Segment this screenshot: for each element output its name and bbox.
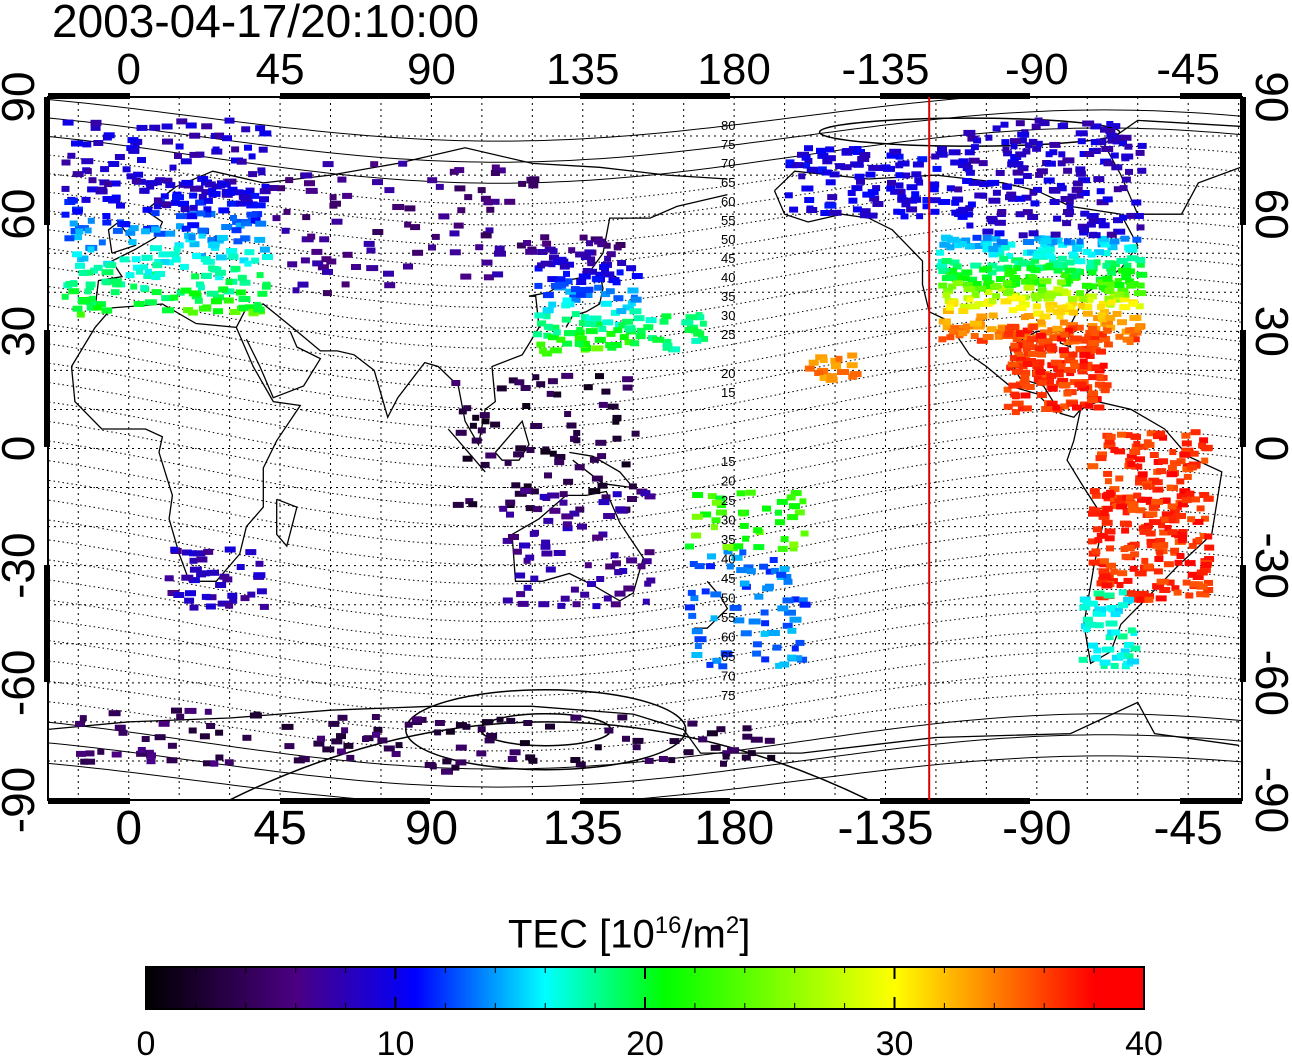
bottom-longitude-labels: 0 45 90 135 180 -135 -90 -45	[115, 802, 1223, 855]
colorbar-ticks: 0 10 20 30 40	[137, 967, 1163, 1057]
contour-label: 35	[721, 532, 735, 547]
contour-label: 50	[721, 591, 735, 606]
bottom-lon-tick-label: 135	[543, 802, 623, 855]
contour-label: 60	[721, 630, 735, 645]
contour-label: 30	[721, 308, 735, 323]
contour-label: 65	[721, 175, 735, 190]
left-lat-tick-label: 0	[0, 436, 44, 462]
right-lat-tick-label: 30	[1246, 306, 1292, 357]
right-lat-tick-label: 60	[1246, 189, 1292, 240]
contour-label: 40	[721, 270, 735, 285]
top-lon-tick-label: -45	[1156, 45, 1220, 94]
contour-label: 35	[721, 289, 735, 304]
contour-label: 75	[721, 137, 735, 152]
contour-label: 20	[721, 366, 735, 381]
top-lon-tick-label: -90	[1005, 45, 1069, 94]
top-longitude-labels: 0 45 90 135 180 -135 -90 -45	[116, 45, 1220, 94]
left-lat-tick-label: -30	[0, 532, 44, 598]
contour-label: 55	[721, 610, 735, 625]
contour-label: 15	[721, 385, 735, 400]
right-lat-tick-label: -90	[1246, 767, 1292, 833]
right-latitude-labels: 90 60 30 0 -30 -60 -90	[1246, 71, 1292, 833]
plot-title: 2003-04-17/20:10:00	[52, 0, 480, 47]
colorbar-tick-label: 20	[626, 1025, 664, 1057]
top-lon-tick-label: 0	[116, 45, 140, 94]
top-lon-tick-label: -135	[841, 45, 929, 94]
bottom-lon-tick-label: -90	[1002, 802, 1071, 855]
right-lat-tick-label: -60	[1246, 650, 1292, 716]
left-lat-tick-label: 30	[0, 306, 44, 357]
colorbar-tick-label: 30	[876, 1025, 914, 1057]
contour-label: 60	[721, 194, 735, 209]
left-lat-tick-label: -60	[0, 650, 44, 716]
contour-labels: 80 75 70 65 60 55 50 45 40 35 30 25 20 15 15 20 25 30 35 40…	[721, 118, 735, 703]
contour-label: 20	[721, 474, 735, 489]
bottom-lon-tick-label: 0	[115, 802, 142, 855]
top-lon-tick-label: 45	[256, 45, 305, 94]
contour-label: 15	[721, 454, 735, 469]
frame-ticks	[44, 93, 1246, 804]
contour-label: 70	[721, 669, 735, 684]
left-lat-tick-label: 90	[0, 71, 44, 122]
bottom-lon-tick-label: -45	[1153, 802, 1222, 855]
contour-label: 40	[721, 552, 735, 567]
bottom-lon-tick-label: -135	[837, 802, 933, 855]
colorbar-tick-label: 40	[1125, 1025, 1163, 1057]
tec-observations	[61, 117, 1215, 775]
contour-label: 55	[721, 213, 735, 228]
contour-label: 65	[721, 649, 735, 664]
left-latitude-labels: 90 60 30 0 -30 -60 -90	[0, 71, 44, 833]
contour-label: 25	[721, 327, 735, 342]
contour-label: 25	[721, 493, 735, 508]
contour-label: 75	[721, 688, 735, 703]
colorbar-title: TEC [1016/m2]	[508, 912, 751, 957]
contour-label: 80	[721, 118, 735, 133]
top-lon-tick-label: 180	[697, 45, 770, 94]
contour-label: 45	[721, 571, 735, 586]
contour-label: 30	[721, 513, 735, 528]
colorbar-tick-label: 10	[377, 1025, 415, 1057]
colorbar-tick-label: 0	[137, 1025, 156, 1057]
contour-label: 45	[721, 251, 735, 266]
top-lon-tick-label: 135	[546, 45, 619, 94]
right-lat-tick-label: -30	[1246, 532, 1292, 598]
right-lat-tick-label: 0	[1246, 436, 1292, 462]
bottom-lon-tick-label: 180	[694, 802, 774, 855]
top-lon-tick-label: 90	[407, 45, 456, 94]
bottom-lon-tick-label: 90	[405, 802, 458, 855]
left-lat-tick-label: -90	[0, 767, 44, 833]
contour-label: 50	[721, 232, 735, 247]
left-lat-tick-label: 60	[0, 189, 44, 240]
bottom-lon-tick-label: 45	[253, 802, 306, 855]
contour-label: 70	[721, 156, 735, 171]
right-lat-tick-label: 90	[1246, 71, 1292, 122]
